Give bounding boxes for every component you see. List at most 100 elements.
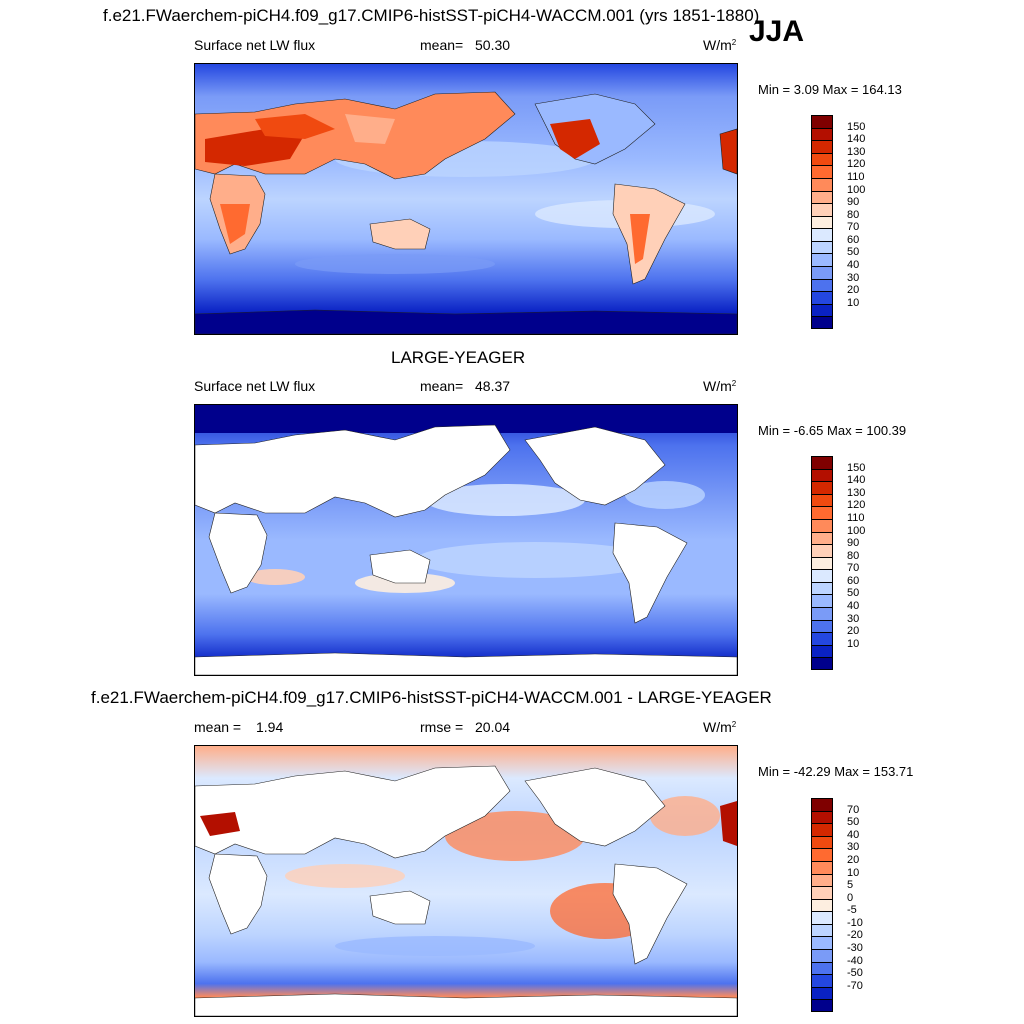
panel2-heading: LARGE-YEAGER xyxy=(391,348,526,367)
panel3-colorbar: 70 50 40 30 20 10 5 0 -5 -10 -20 -30 -40 -50 -70 xyxy=(811,798,863,1012)
panel1-variable: Surface net LW flux xyxy=(194,37,316,53)
colorbar-tick-label: -20 xyxy=(847,929,863,942)
colorbar-swatch xyxy=(811,253,833,267)
colorbar-swatch xyxy=(811,190,833,204)
colorbar-swatch xyxy=(811,165,833,179)
colorbar-swatch xyxy=(811,215,833,229)
colorbar-tick-label: -40 xyxy=(847,954,863,967)
colorbar-tick-label: 50 xyxy=(847,816,860,829)
panel2-colorbar: 150 140 130 120 110 100 90 80 70 60 50 40 30 20 10 xyxy=(811,456,865,670)
colorbar-swatch xyxy=(811,810,833,824)
panel2-australia-land xyxy=(369,549,431,584)
panel1-units: W/m2 xyxy=(703,37,737,53)
colorbar-tick-label: 60 xyxy=(847,574,860,587)
colorbar-tick-label: 10 xyxy=(847,637,860,650)
panel3-rmse-value: 20.04 xyxy=(475,719,511,735)
colorbar-swatch xyxy=(811,607,833,621)
colorbar-swatch xyxy=(811,632,833,646)
panel2-units: W/m2 xyxy=(703,378,737,394)
colorbar-tick-label: 120 xyxy=(847,158,866,171)
panel3-australia-land xyxy=(369,890,431,925)
colorbar-tick-label: 100 xyxy=(847,524,866,537)
colorbar-swatch xyxy=(811,936,833,950)
panel3-minmax: Min = -42.29 Max = 153.71 xyxy=(758,764,914,779)
panel3-units: W/m2 xyxy=(703,719,737,735)
colorbar-tick-label: 110 xyxy=(847,170,865,183)
colorbar-swatch xyxy=(811,481,833,495)
colorbar-tick-label: -70 xyxy=(847,979,863,992)
panel1-australia-land xyxy=(369,218,431,250)
colorbar-swatch xyxy=(811,278,833,292)
panel2-variable: Surface net LW flux xyxy=(194,378,316,394)
panel3-map xyxy=(194,745,738,1017)
panel3-africa-land xyxy=(208,853,268,935)
colorbar-swatch xyxy=(811,581,833,595)
colorbar-swatch xyxy=(811,177,833,192)
colorbar-swatch xyxy=(811,848,833,862)
colorbar-tick-label: -50 xyxy=(847,967,863,980)
panel3-eurasia-land xyxy=(195,765,511,859)
colorbar-tick-label: 70 xyxy=(847,803,860,816)
colorbar-tick-label: 30 xyxy=(847,612,860,625)
season-label: JJA xyxy=(749,15,805,48)
colorbar-tick-label: 20 xyxy=(847,853,860,866)
colorbar-tick-label: 50 xyxy=(847,246,860,259)
colorbar-swatch xyxy=(811,974,833,988)
panel2-map xyxy=(194,404,738,676)
colorbar-tick-label: 20 xyxy=(847,284,860,297)
panel2-minmax: Min = -6.65 Max = 100.39 xyxy=(758,423,907,438)
panel3-rmse-label: rmse = xyxy=(420,719,464,735)
colorbar-swatch xyxy=(811,556,833,570)
colorbar-tick-label: 90 xyxy=(847,537,860,550)
colorbar-tick-label: 40 xyxy=(847,259,860,272)
colorbar-swatch xyxy=(811,569,833,583)
colorbar-tick-label: 0 xyxy=(847,891,854,904)
colorbar-swatch xyxy=(811,468,833,482)
colorbar-tick-label: 150 xyxy=(847,461,866,474)
panel1-colorbar: 150 140 130 120 110 100 90 80 70 60 50 40 30 20 10 xyxy=(811,115,865,329)
colorbar-tick-label: 10 xyxy=(847,866,860,879)
colorbar-swatch xyxy=(811,240,833,254)
panel3-samerica-land xyxy=(612,863,688,965)
colorbar-tick-label: 130 xyxy=(847,145,866,158)
colorbar-swatch xyxy=(811,657,833,670)
colorbar-tick-label: 80 xyxy=(847,208,860,221)
colorbar-swatch xyxy=(811,203,833,217)
colorbar-swatch xyxy=(811,961,833,975)
panel3-heading: f.e21.FWaerchem-piCH4.f09_g17.CMIP6-hist… xyxy=(91,688,772,707)
colorbar-tick-label: -30 xyxy=(847,942,863,955)
colorbar-tick-label: 5 xyxy=(847,879,854,892)
panel2-africa-land xyxy=(208,512,268,594)
colorbar-tick-label: 50 xyxy=(847,587,860,600)
colorbar-swatch xyxy=(811,835,833,849)
colorbar-tick-label: 100 xyxy=(847,183,866,196)
colorbar-swatch xyxy=(811,949,833,963)
colorbar-swatch xyxy=(811,115,833,129)
colorbar-swatch xyxy=(811,823,833,837)
panel3-mean-value: 1.94 xyxy=(256,719,284,735)
colorbar-swatch xyxy=(811,303,833,317)
colorbar-tick-label: 30 xyxy=(847,271,860,284)
panel1-mean-label: mean= xyxy=(420,37,464,53)
panel2-namerica-land xyxy=(524,426,666,506)
panel1-map xyxy=(194,63,738,335)
colorbar-swatch xyxy=(811,798,833,812)
colorbar-swatch xyxy=(811,898,833,912)
colorbar-tick-label: 70 xyxy=(847,221,860,234)
case-title: f.e21.FWaerchem-piCH4.f09_g17.CMIP6-hist… xyxy=(103,6,760,25)
colorbar-swatch xyxy=(811,999,833,1012)
colorbar-swatch xyxy=(811,506,833,520)
colorbar-tick-label: 80 xyxy=(847,549,860,562)
colorbar-tick-label: -10 xyxy=(847,916,863,929)
panel1-mean-value: 50.30 xyxy=(475,37,511,53)
colorbar-tick-label: 130 xyxy=(847,486,866,499)
colorbar-swatch xyxy=(811,911,833,925)
panel2-mean-label: mean= xyxy=(420,378,464,394)
colorbar-swatch xyxy=(811,228,833,242)
panel3-namerica-land xyxy=(524,767,666,847)
colorbar-swatch xyxy=(811,456,833,470)
colorbar-tick-label: 20 xyxy=(847,625,860,638)
colorbar-tick-label: 140 xyxy=(847,133,866,146)
colorbar-swatch xyxy=(811,873,833,887)
panel2-samerica-land xyxy=(612,522,688,624)
